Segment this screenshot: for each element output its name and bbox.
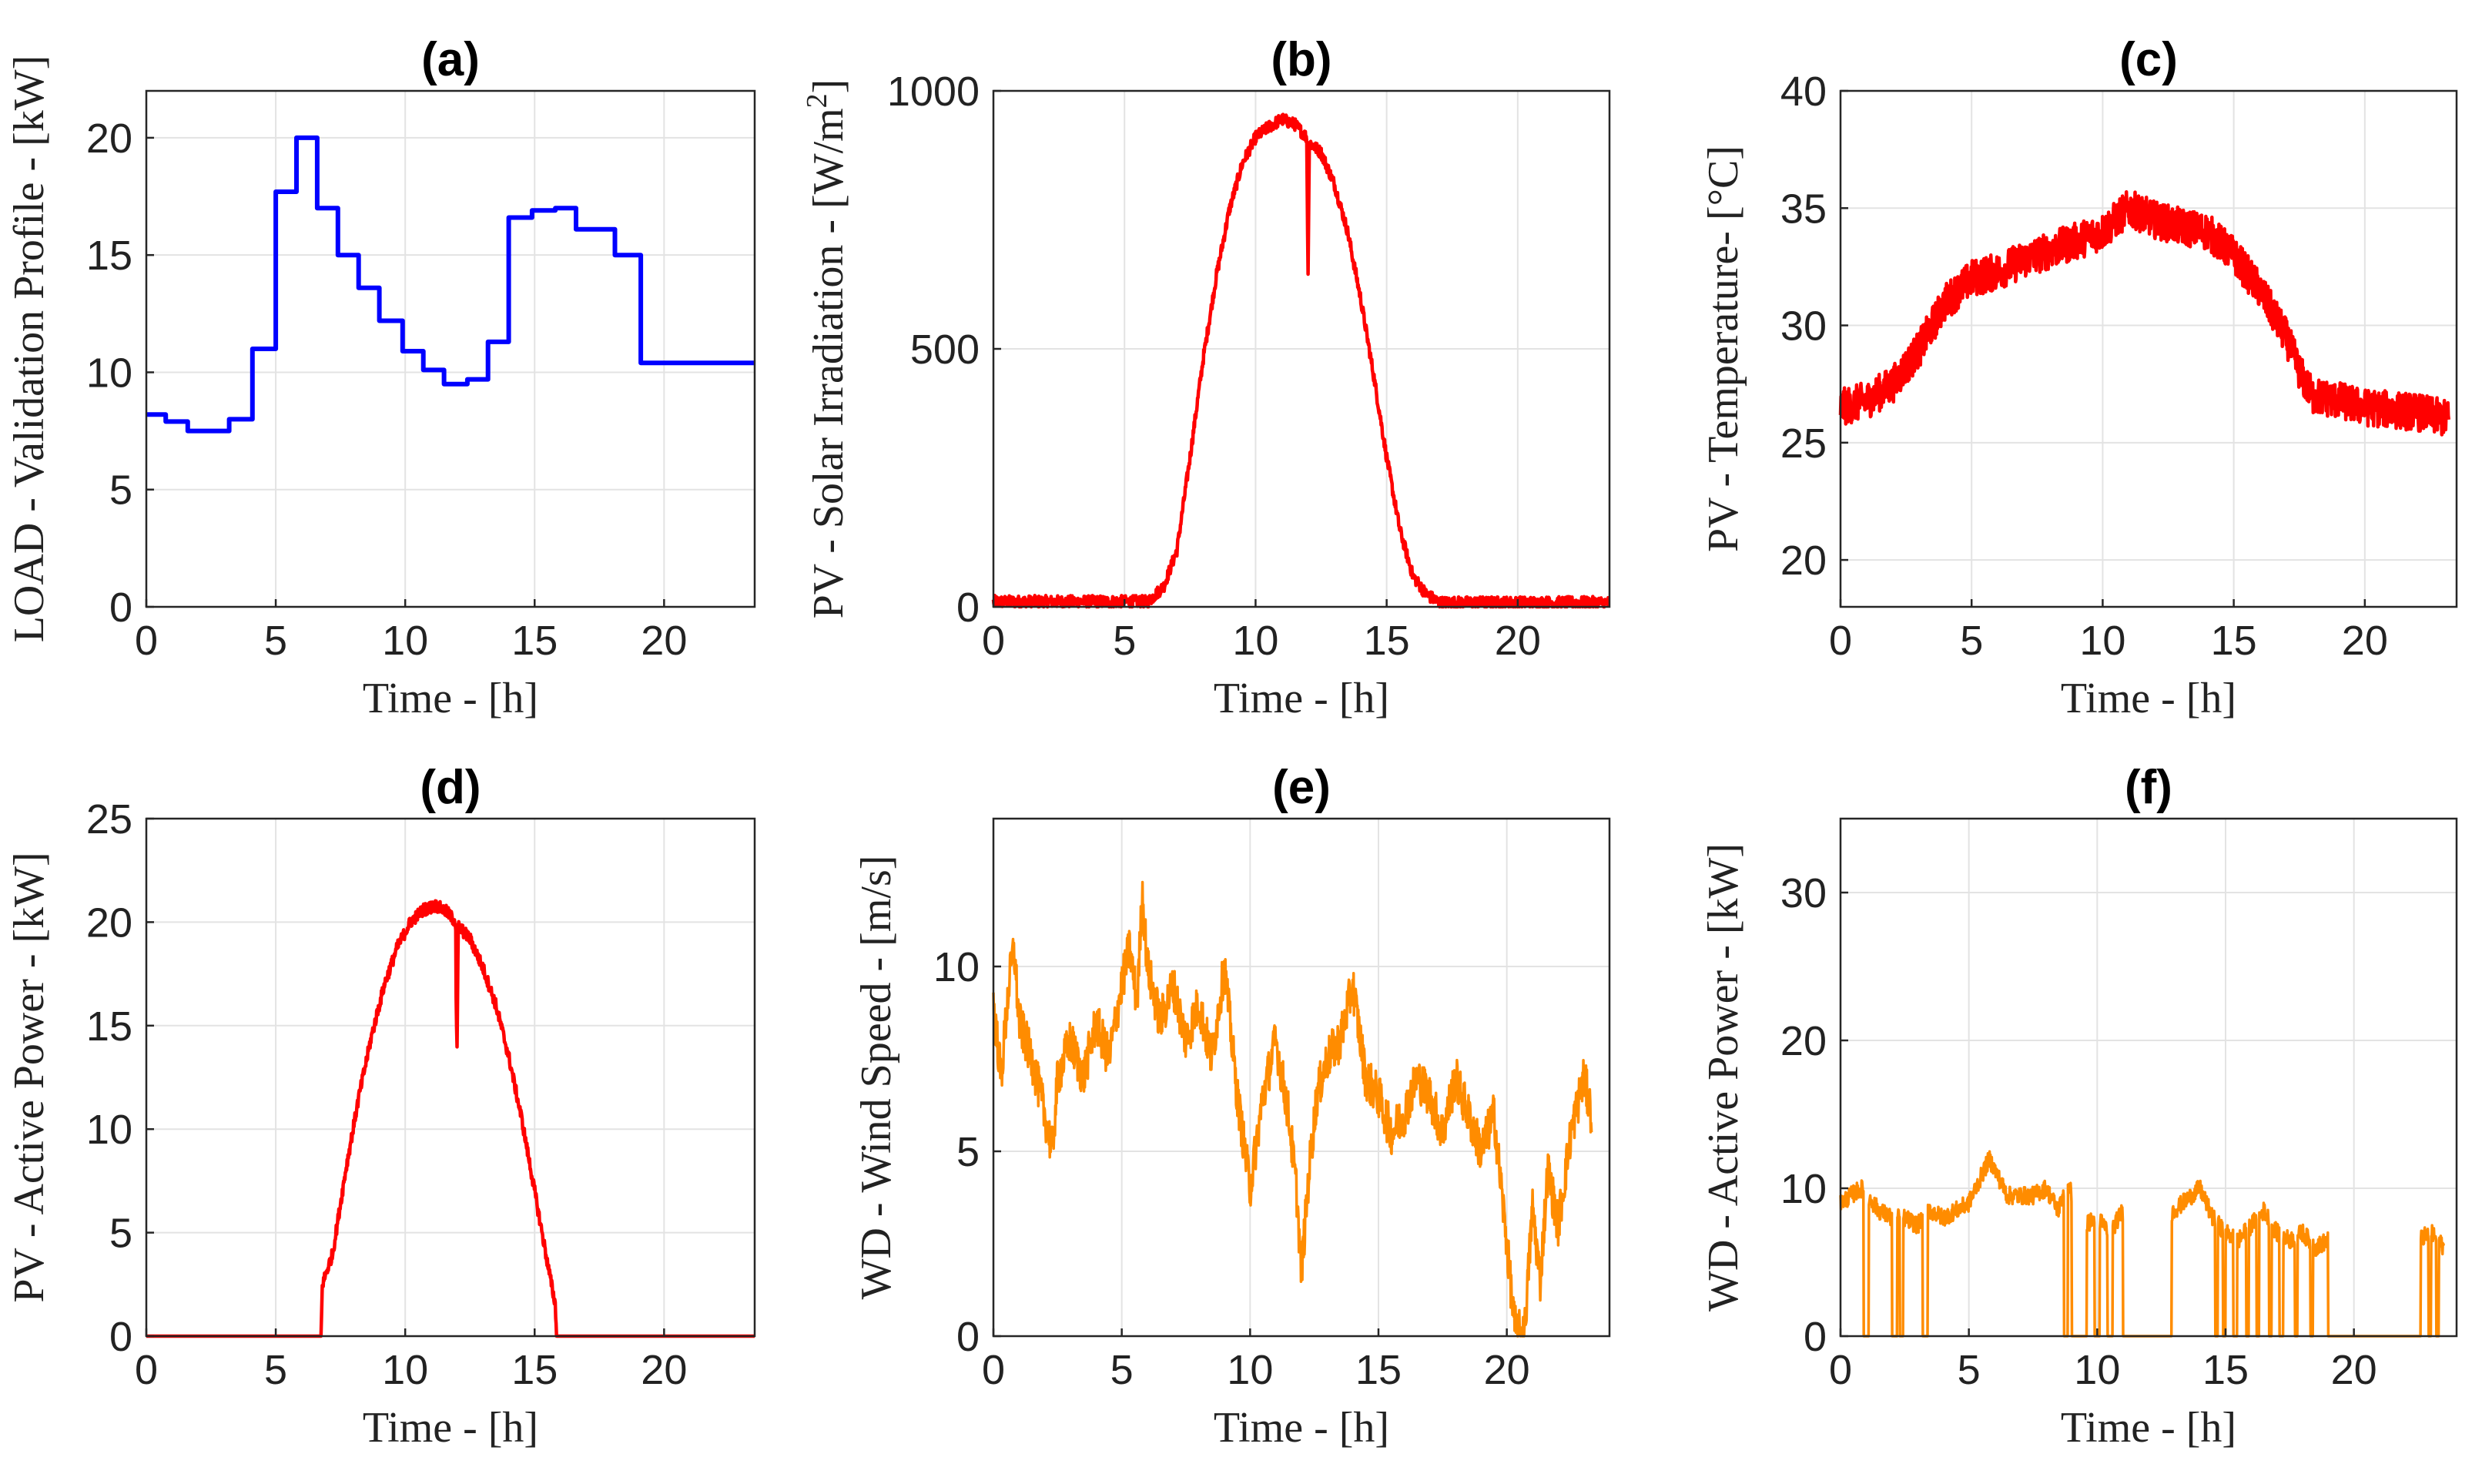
y-axis-label-superscript: 2: [801, 93, 833, 108]
series-line: [992, 880, 1593, 1338]
y-axis-label: LOAD - Validation Profile - [kW]: [5, 55, 53, 643]
x-tick-label: 5: [1110, 1347, 1134, 1393]
x-tick-label: 15: [511, 1347, 558, 1393]
y-tick-label: 25: [86, 796, 132, 842]
panel-title: (e): [1272, 761, 1331, 814]
series-line: [991, 112, 1611, 609]
y-tick-label: 20: [1780, 1018, 1827, 1064]
x-tick-label: 0: [135, 618, 158, 664]
x-tick-label: 15: [2211, 618, 2257, 664]
y-tick-label: 20: [86, 116, 132, 162]
y-axis-label-end: ]: [805, 79, 852, 94]
y-tick-label: 10: [1780, 1166, 1827, 1212]
y-axis-label: PV - Temperature- [°C]: [1700, 146, 1747, 552]
y-tick-label: 500: [910, 327, 980, 373]
x-tick-label: 5: [264, 618, 287, 664]
axes-frame: [145, 817, 756, 1338]
y-tick-label: 25: [1780, 420, 1827, 467]
panel-f: 0 5 10 15 20 0 10 20 30 (f) Time - [h] WD - Active …: [1700, 761, 2458, 1452]
x-tick-label: 15: [2202, 1347, 2249, 1393]
y-tick-label: 5: [109, 467, 132, 514]
y-tick-label: 10: [933, 944, 980, 990]
x-axis-label: Time - [h]: [363, 1404, 538, 1452]
x-tick-label: 15: [1355, 1347, 1402, 1393]
y-tick-label: 15: [86, 1003, 132, 1050]
x-tick-label: 0: [982, 618, 1005, 664]
x-tick-label: 20: [641, 1347, 687, 1393]
panel-d: 0 5 10 15 20 0 5 10 15 20 25 (d) Time - [h] PV - Acti…: [5, 761, 756, 1452]
x-tick-label: 15: [1364, 618, 1410, 664]
y-tick-label: 40: [1780, 69, 1827, 115]
panel-title: (d): [420, 761, 481, 814]
axes-frame: [145, 89, 756, 608]
x-tick-label: 0: [1829, 618, 1852, 664]
series-line: [1838, 189, 2451, 437]
y-tick-label: 0: [1804, 1314, 1827, 1360]
panel-title: (b): [1271, 33, 1331, 86]
y-tick-label: 5: [956, 1129, 980, 1175]
axes-frame: [992, 817, 1611, 1338]
x-tick-label: 10: [382, 618, 428, 664]
y-axis-label: WD - Active Power - [kW]: [1700, 843, 1747, 1311]
y-tick-label: 30: [1780, 870, 1827, 916]
x-axis-label: Time - [h]: [1214, 1404, 1389, 1452]
y-tick-label: 0: [109, 1314, 132, 1360]
x-axis-label: Time - [h]: [363, 675, 538, 722]
x-tick-label: 10: [2074, 1347, 2120, 1393]
y-tick-label: 0: [956, 585, 980, 631]
x-tick-label: 5: [1960, 618, 1983, 664]
axes-frame: [1839, 817, 2458, 1338]
panel-title: (c): [2119, 33, 2178, 86]
y-tick-label: 0: [956, 1314, 980, 1360]
y-axis-label: PV - Solar Irradiation - [W/m2]: [801, 79, 852, 619]
x-tick-label: 20: [641, 618, 687, 664]
y-tick-label: 15: [86, 233, 132, 279]
x-tick-label: 5: [1113, 618, 1136, 664]
y-tick-label: 0: [109, 585, 132, 631]
y-tick-label: 10: [86, 1107, 132, 1153]
axes-frame: [1839, 89, 2458, 608]
y-tick-label: 20: [1780, 538, 1827, 584]
x-tick-label: 15: [511, 618, 558, 664]
x-tick-label: 0: [982, 1347, 1005, 1393]
y-tick-label: 30: [1780, 303, 1827, 350]
series-line: [146, 135, 755, 434]
x-tick-label: 20: [2342, 618, 2388, 664]
panel-c: 0 5 10 15 20 20 25 30 35 40 (c) Time - [h] PV - Temp…: [1700, 33, 2458, 722]
y-tick-label: 35: [1780, 186, 1827, 232]
x-tick-label: 10: [1227, 1347, 1273, 1393]
x-axis-label: Time - [h]: [1214, 675, 1389, 722]
x-axis-label: Time - [h]: [2061, 675, 2236, 722]
x-tick-label: 0: [135, 1347, 158, 1393]
y-tick-label: 1000: [887, 69, 980, 115]
x-tick-label: 5: [264, 1347, 287, 1393]
x-tick-label: 20: [2331, 1347, 2377, 1393]
panel-a: 0 5 10 15 20 0 5 10 15 20 (a) Time - [h] LOAD - Vali…: [5, 33, 756, 722]
panel-title: (f): [2125, 761, 2172, 814]
y-tick-label: 5: [109, 1211, 132, 1257]
x-tick-label: 0: [1829, 1347, 1852, 1393]
x-axis-label: Time - [h]: [2061, 1404, 2236, 1452]
panel-b: 0 5 10 15 20 0 500 1000 (b) Time - [h] PV - Solar …: [801, 33, 1611, 722]
x-tick-label: 10: [2079, 618, 2125, 664]
panel-e: 0 5 10 15 20 0 5 10 (e) Time - [h] WD - Wind Speed…: [852, 761, 1611, 1452]
y-axis-label: PV - Active Power - [kW]: [5, 852, 53, 1302]
x-tick-label: 20: [1495, 618, 1541, 664]
x-tick-label: 10: [1232, 618, 1278, 664]
y-axis-label: WD - Wind Speed - [m/s]: [852, 856, 900, 1300]
x-tick-label: 5: [1958, 1347, 1981, 1393]
y-tick-label: 10: [86, 350, 132, 396]
x-tick-label: 20: [1484, 1347, 1530, 1393]
y-tick-label: 20: [86, 899, 132, 946]
panel-title: (a): [421, 33, 480, 86]
x-tick-label: 10: [382, 1347, 428, 1393]
